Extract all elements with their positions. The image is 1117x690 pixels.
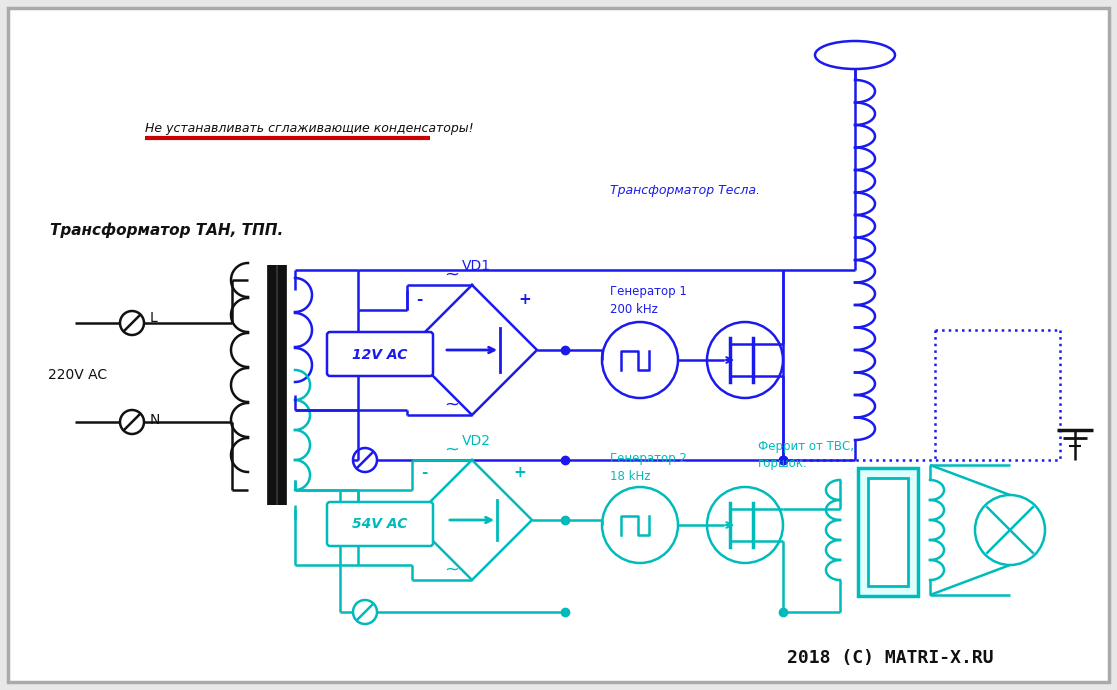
Text: Генератор 1
200 kHz: Генератор 1 200 kHz <box>610 284 687 315</box>
Text: +: + <box>514 464 526 480</box>
Text: -: - <box>421 464 427 480</box>
Text: Трансформатор ТАН, ТПП.: Трансформатор ТАН, ТПП. <box>50 222 284 238</box>
Text: Генератор 2
18 kHz: Генератор 2 18 kHz <box>610 451 687 482</box>
FancyBboxPatch shape <box>327 332 433 376</box>
Text: VD1: VD1 <box>462 259 491 273</box>
Text: Не устанавливать сглаживающие конденсаторы!: Не устанавливать сглаживающие конденсато… <box>145 121 474 135</box>
Text: 220V AC: 220V AC <box>48 368 107 382</box>
Text: -: - <box>416 291 422 306</box>
FancyBboxPatch shape <box>327 502 433 546</box>
Text: 12V AC: 12V AC <box>352 348 408 362</box>
Text: 2018 (C) MATRI-X.RU: 2018 (C) MATRI-X.RU <box>786 649 993 667</box>
Text: L: L <box>150 311 157 325</box>
Text: VD2: VD2 <box>462 434 491 448</box>
Text: Феррит от ТВС,
горшок.: Феррит от ТВС, горшок. <box>758 440 855 470</box>
Text: Трансформатор Тесла.: Трансформатор Тесла. <box>610 184 760 197</box>
Bar <box>868 478 908 586</box>
Text: ~: ~ <box>445 396 459 414</box>
Text: N: N <box>150 413 161 427</box>
Bar <box>858 468 918 596</box>
Text: ~: ~ <box>445 441 459 459</box>
Text: +: + <box>518 291 532 306</box>
Text: ~: ~ <box>445 561 459 579</box>
Text: ~: ~ <box>445 266 459 284</box>
Text: 54V AC: 54V AC <box>352 517 408 531</box>
